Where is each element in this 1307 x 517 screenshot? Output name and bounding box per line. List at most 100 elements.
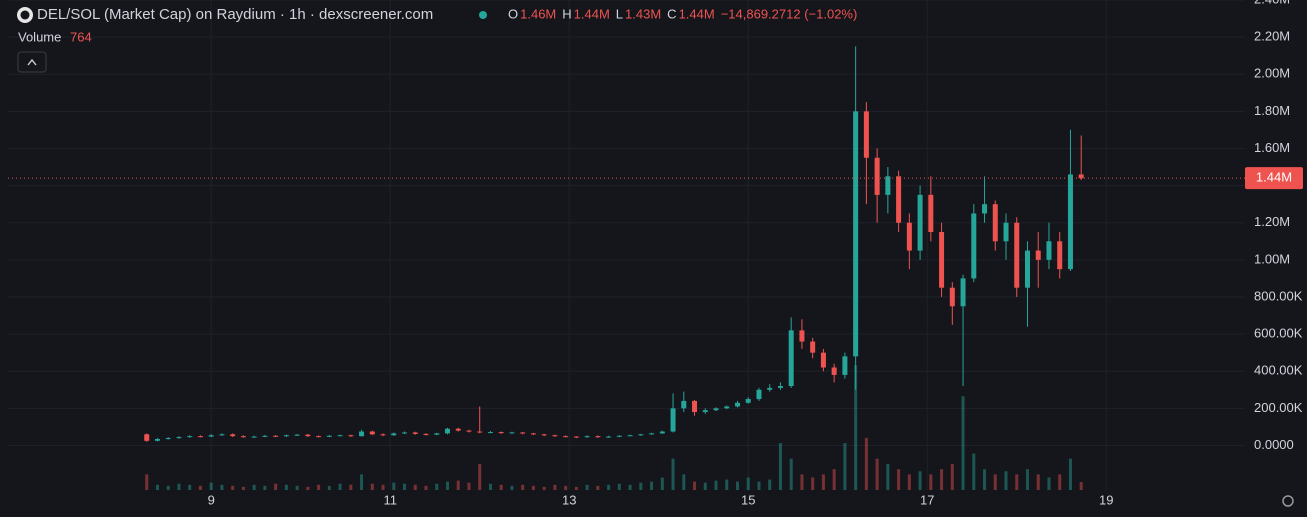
- candle-body: [1014, 222, 1020, 288]
- volume-bar: [338, 483, 342, 490]
- candle-body: [530, 433, 536, 435]
- volume-bar: [950, 463, 954, 490]
- candle-body: [144, 434, 150, 441]
- volume-bar: [349, 484, 353, 490]
- candle-body: [885, 176, 891, 195]
- volume-bar: [940, 469, 944, 490]
- candle-body: [316, 436, 322, 438]
- last-price-label: 1.44M: [1256, 170, 1292, 185]
- collapse-button[interactable]: [17, 51, 47, 73]
- volume-bar: [703, 482, 707, 490]
- candle-body: [380, 434, 386, 436]
- candle-body: [208, 435, 214, 437]
- volume-bar: [864, 437, 868, 490]
- volume-bar: [198, 485, 202, 490]
- y-tick-label: 800.00K: [1254, 288, 1303, 303]
- volume-bar: [746, 477, 750, 490]
- candle-body: [283, 435, 289, 437]
- candle-body: [466, 430, 472, 432]
- settings-icon[interactable]: [1282, 495, 1294, 507]
- volume-bar: [832, 469, 836, 490]
- candle-body: [896, 176, 902, 223]
- volume-bar: [499, 484, 503, 490]
- volume-bar: [1025, 469, 1029, 490]
- candle-body: [1078, 174, 1084, 179]
- y-tick-label: 2.00M: [1254, 66, 1290, 81]
- volume-bar: [413, 484, 417, 490]
- candle-body: [692, 400, 698, 413]
- volume-bar: [521, 484, 525, 490]
- grid: [8, 0, 1245, 490]
- candle-body: [498, 432, 504, 434]
- volume-value: 764: [70, 29, 92, 44]
- volume-bar: [220, 484, 224, 490]
- volume-bar: [284, 484, 288, 490]
- candle-body: [520, 432, 526, 434]
- volume-bar: [381, 484, 385, 490]
- candle-body: [455, 428, 461, 431]
- volume-bar: [886, 463, 890, 490]
- candle-body: [788, 330, 794, 387]
- volume-bar: [177, 483, 181, 490]
- volume-bar: [714, 480, 718, 490]
- volume-bar: [628, 484, 632, 490]
- y-tick-label: 0.0000: [1254, 437, 1294, 452]
- candle-body: [949, 287, 955, 307]
- candle-body: [294, 434, 300, 436]
- y-tick-label: 1.80M: [1254, 103, 1290, 118]
- volume-bar: [370, 483, 374, 490]
- volume-bar: [231, 485, 235, 490]
- volume-bar: [907, 474, 911, 490]
- candle-body: [960, 278, 966, 307]
- candle-body: [1024, 250, 1030, 288]
- y-tick-label: 1.00M: [1254, 251, 1290, 266]
- volume-bar: [660, 477, 664, 490]
- candle-body: [219, 434, 225, 436]
- volume-bar: [682, 474, 686, 490]
- candle-body: [992, 204, 998, 242]
- candle-body: [391, 433, 397, 436]
- volume-bar: [961, 396, 965, 490]
- volume-bar: [145, 474, 149, 490]
- volume-bar: [435, 483, 439, 490]
- candle-body: [251, 436, 257, 438]
- volume-bar: [564, 485, 568, 490]
- volume-bar: [306, 486, 310, 490]
- candle-body: [874, 157, 880, 195]
- volume-bar: [639, 482, 643, 490]
- candle-body: [616, 435, 622, 437]
- volume-bar: [693, 481, 697, 490]
- candle-body: [810, 341, 816, 353]
- candle-body: [971, 213, 977, 279]
- candle-body: [638, 434, 644, 436]
- volume-bar: [392, 482, 396, 490]
- x-tick-label: 15: [741, 492, 755, 507]
- y-tick-label: 1.60M: [1254, 140, 1290, 155]
- candle-body: [745, 399, 751, 403]
- volume-bar: [1015, 474, 1019, 490]
- volume-bar: [478, 463, 482, 490]
- change-value: −14,869.2712 (−1.02%): [721, 6, 858, 21]
- y-tick-label: 600.00K: [1254, 326, 1303, 341]
- candle-body: [154, 438, 160, 441]
- volume-bar: [488, 483, 492, 490]
- volume-bar: [166, 485, 170, 490]
- candle-body: [563, 436, 569, 438]
- volume-bar: [295, 485, 299, 490]
- x-tick-label: 9: [208, 492, 215, 507]
- volume-bar: [993, 474, 997, 490]
- candle-body: [831, 367, 837, 375]
- volume-layer: [145, 365, 1083, 490]
- volume-bar: [585, 484, 589, 490]
- candle-body: [165, 438, 171, 440]
- last-price-tag: [1245, 167, 1303, 190]
- candle-body: [649, 433, 655, 435]
- candle-body: [799, 330, 805, 342]
- volume-bar: [800, 474, 804, 490]
- candle-body: [197, 436, 203, 438]
- candle-body: [1035, 250, 1041, 260]
- candle-body: [627, 435, 633, 437]
- candle-body: [348, 435, 354, 437]
- ohlc-key: L: [616, 6, 623, 21]
